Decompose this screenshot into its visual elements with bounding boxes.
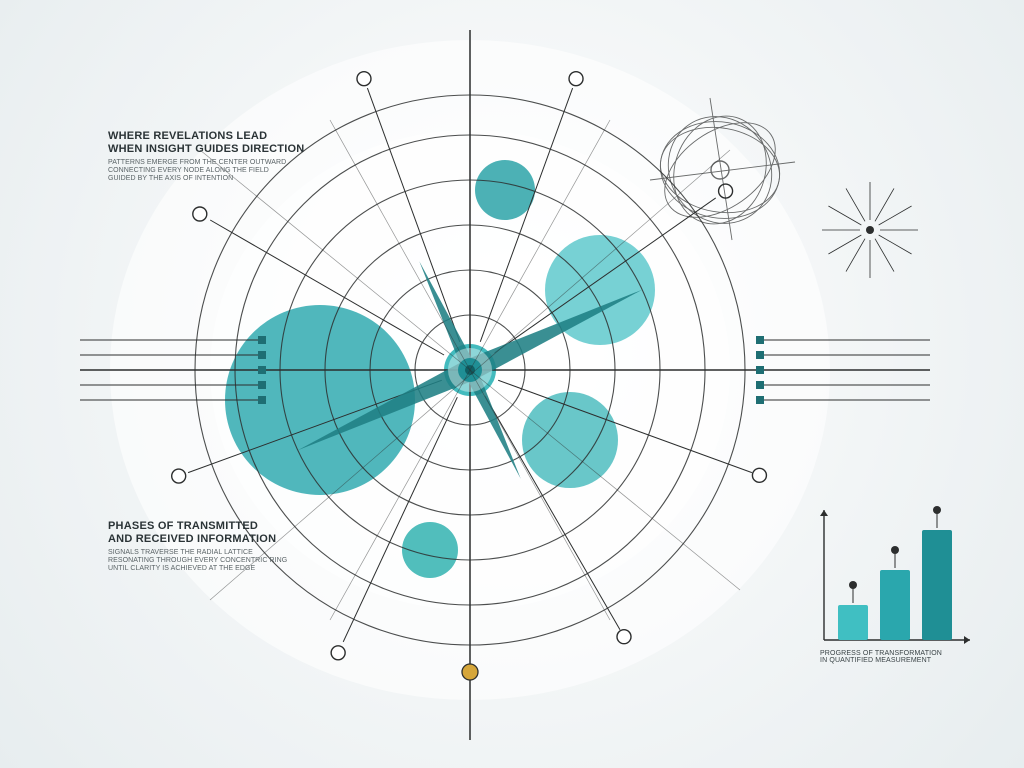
heading-top-left: WHERE REVELATIONS LEAD WHEN INSIGHT GUID… bbox=[108, 130, 308, 155]
textblock-top-left: WHERE REVELATIONS LEAD WHEN INSIGHT GUID… bbox=[108, 130, 308, 183]
textblock-bottom-left: PHASES OF TRANSMITTED AND RECEIVED INFOR… bbox=[108, 520, 318, 573]
bar-chart-caption: PROGRESS OF TRANSFORMATION IN QUANTIFIED… bbox=[820, 650, 990, 664]
body-bottom-left: SIGNALS TRAVERSE THE RADIAL LATTICE RESO… bbox=[108, 549, 318, 573]
bar-chart bbox=[820, 506, 970, 644]
infographic-stage: { "canvas": { "width": 1024, "height": 7… bbox=[0, 0, 1024, 768]
heading-bottom-left: PHASES OF TRANSMITTED AND RECEIVED INFOR… bbox=[108, 520, 318, 545]
body-top-left: PATTERNS EMERGE FROM THE CENTER OUTWARD … bbox=[108, 159, 308, 183]
